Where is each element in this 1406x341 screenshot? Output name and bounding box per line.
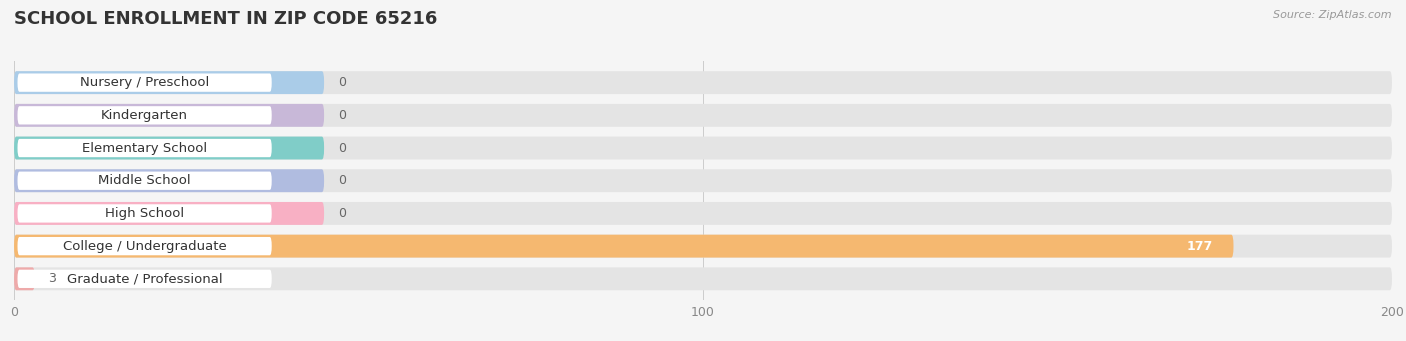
FancyBboxPatch shape <box>17 106 271 124</box>
Text: Graduate / Professional: Graduate / Professional <box>67 272 222 285</box>
FancyBboxPatch shape <box>14 104 325 127</box>
FancyBboxPatch shape <box>14 137 1392 160</box>
Text: 0: 0 <box>337 109 346 122</box>
FancyBboxPatch shape <box>17 204 271 223</box>
Text: 0: 0 <box>337 142 346 154</box>
Text: High School: High School <box>105 207 184 220</box>
FancyBboxPatch shape <box>14 235 1233 257</box>
Text: 0: 0 <box>337 207 346 220</box>
Text: 177: 177 <box>1187 240 1213 253</box>
Text: Elementary School: Elementary School <box>82 142 207 154</box>
FancyBboxPatch shape <box>14 267 1392 290</box>
Text: Nursery / Preschool: Nursery / Preschool <box>80 76 209 89</box>
FancyBboxPatch shape <box>14 104 1392 127</box>
FancyBboxPatch shape <box>17 270 271 288</box>
Text: 3: 3 <box>48 272 56 285</box>
FancyBboxPatch shape <box>14 71 1392 94</box>
Text: Source: ZipAtlas.com: Source: ZipAtlas.com <box>1274 10 1392 20</box>
FancyBboxPatch shape <box>14 169 1392 192</box>
Text: Middle School: Middle School <box>98 174 191 187</box>
FancyBboxPatch shape <box>17 73 271 92</box>
FancyBboxPatch shape <box>14 235 1392 257</box>
FancyBboxPatch shape <box>14 71 325 94</box>
FancyBboxPatch shape <box>17 139 271 157</box>
FancyBboxPatch shape <box>14 137 325 160</box>
FancyBboxPatch shape <box>14 169 325 192</box>
FancyBboxPatch shape <box>17 237 271 255</box>
Text: SCHOOL ENROLLMENT IN ZIP CODE 65216: SCHOOL ENROLLMENT IN ZIP CODE 65216 <box>14 10 437 28</box>
Text: College / Undergraduate: College / Undergraduate <box>63 240 226 253</box>
FancyBboxPatch shape <box>14 267 35 290</box>
FancyBboxPatch shape <box>14 202 325 225</box>
FancyBboxPatch shape <box>14 202 1392 225</box>
FancyBboxPatch shape <box>17 172 271 190</box>
Text: 0: 0 <box>337 76 346 89</box>
Text: Kindergarten: Kindergarten <box>101 109 188 122</box>
Text: 0: 0 <box>337 174 346 187</box>
